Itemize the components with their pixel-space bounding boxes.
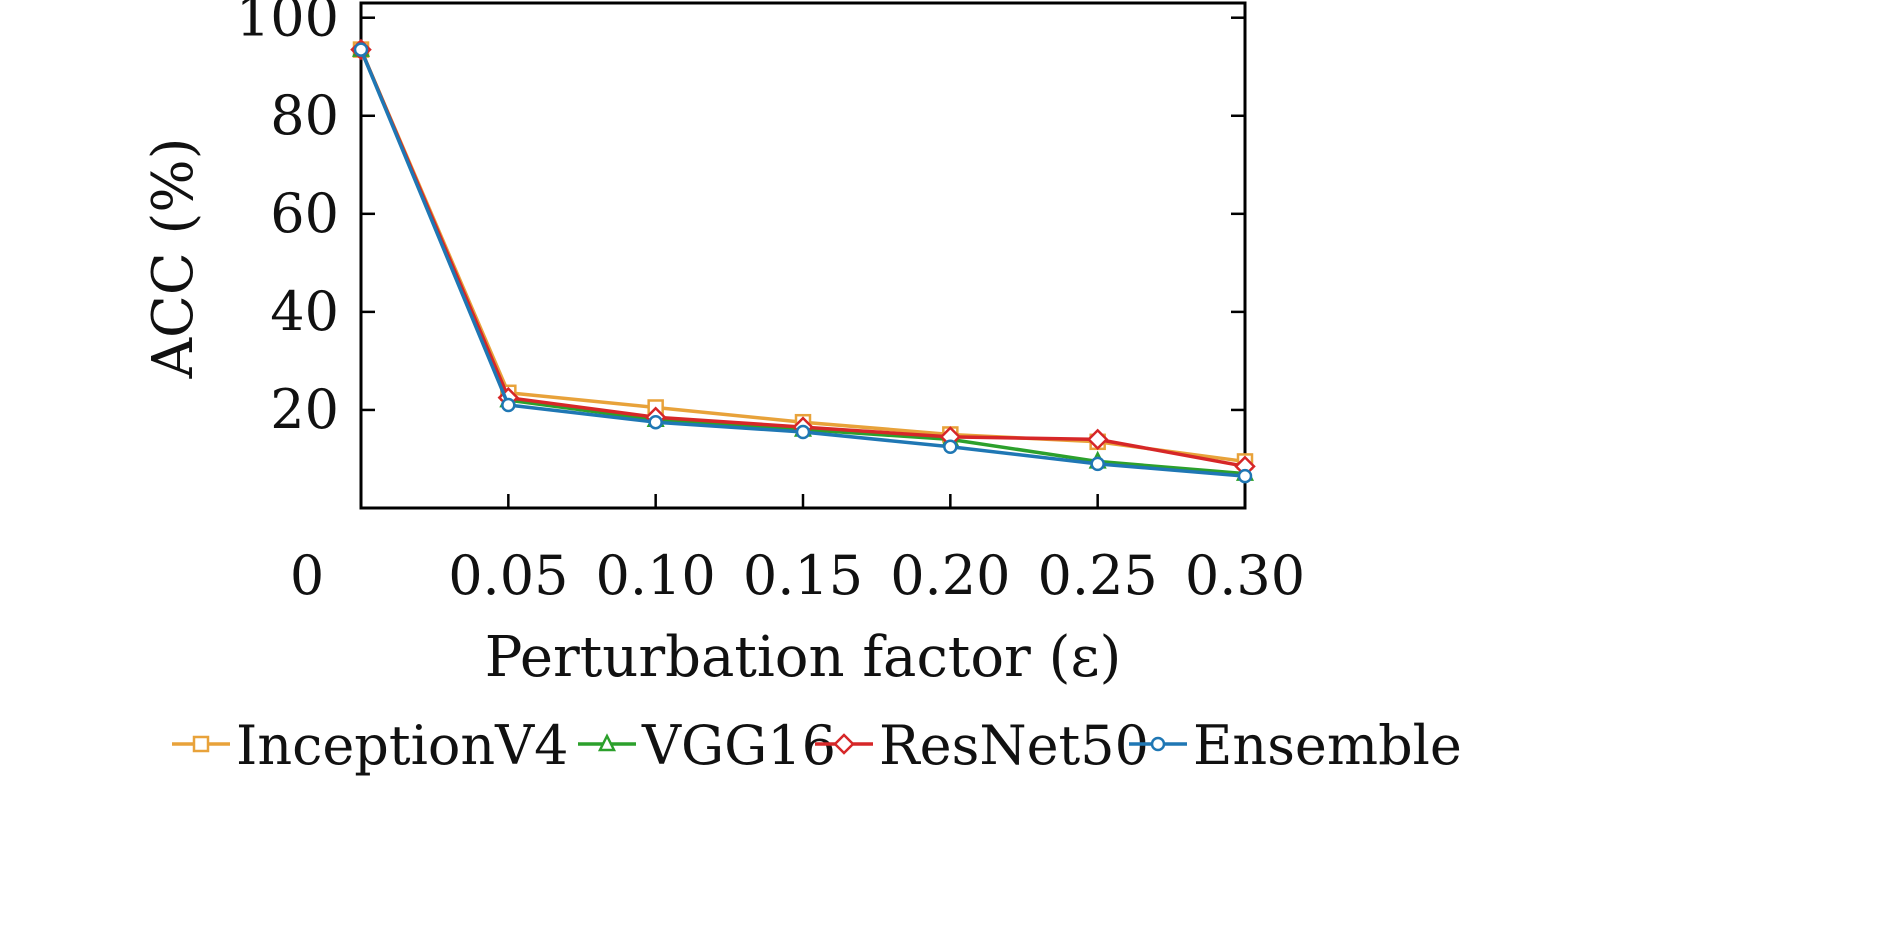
legend-marker <box>833 733 855 755</box>
legend-item: Ensemble <box>1129 714 1462 777</box>
legend-marker <box>192 735 210 753</box>
series-line <box>359 48 1246 469</box>
data-point <box>501 397 516 413</box>
legend-label: Ensemble <box>1193 714 1462 777</box>
y-axis-title: ACC (%) <box>141 138 206 380</box>
y-tick-label: 20 <box>270 378 339 441</box>
series-layer <box>350 38 1256 484</box>
series-ensemble <box>353 42 1253 484</box>
data-point <box>795 424 811 440</box>
legend-marker <box>1150 736 1166 752</box>
x-tick-label: 0.15 <box>743 544 863 607</box>
y-tick-label: 100 <box>236 0 339 49</box>
data-point <box>943 439 958 454</box>
data-point <box>1090 456 1105 472</box>
x-axis-title: Perturbation factor (ε) <box>485 625 1122 690</box>
x-tick-label: 0.25 <box>1038 544 1158 607</box>
series-line <box>359 48 1246 464</box>
x-tick-label: 0.20 <box>890 544 1010 607</box>
data-point <box>353 42 369 57</box>
y-tick-label: 40 <box>270 280 339 343</box>
legend-label: ResNet50 <box>879 714 1149 777</box>
legend-item: ResNet50 <box>815 714 1149 777</box>
legend-label: VGG16 <box>641 714 836 777</box>
x-tick-label: 0.30 <box>1185 544 1305 607</box>
series-resnet50 <box>350 38 1256 478</box>
legend-item: InceptionV4 <box>172 714 569 777</box>
y-tick-label: 60 <box>270 182 339 245</box>
series-line <box>359 48 1246 478</box>
series-line <box>359 48 1246 476</box>
legend: InceptionV4 VGG16 ResNet50 Ensemble <box>172 714 1462 777</box>
data-point <box>1086 428 1109 451</box>
data-point <box>1237 468 1253 484</box>
x-tick-label: 0.10 <box>596 544 716 607</box>
y-tick-label: 80 <box>270 84 339 147</box>
x-axis: 0 0.05 0.10 0.15 0.20 0.25 0.30 <box>290 494 1305 607</box>
x-tick-label: 0 <box>290 544 324 607</box>
series-inceptionv4 <box>352 41 1254 470</box>
data-point <box>648 414 663 430</box>
x-tick-label: 0.05 <box>448 544 568 607</box>
y-axis: 20 40 60 80 100 <box>236 0 1245 441</box>
legend-label: InceptionV4 <box>236 714 569 777</box>
legend-item: VGG16 <box>578 714 836 777</box>
legend-marker <box>597 733 617 752</box>
